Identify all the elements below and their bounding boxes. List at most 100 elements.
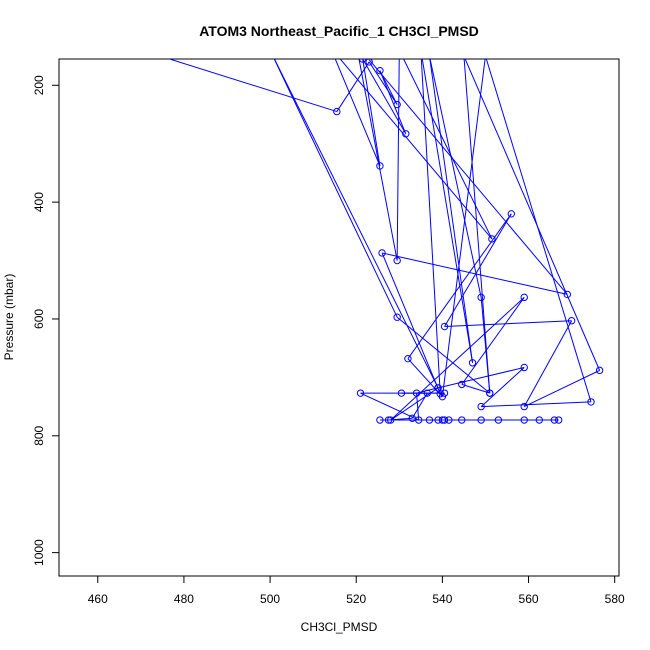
series-segment (339, 59, 493, 240)
x-tick-label: 500 (260, 592, 280, 606)
data-point (393, 100, 401, 109)
series-segment (368, 61, 398, 105)
data-point (414, 416, 423, 424)
series-segment (273, 59, 398, 318)
x-axis-label: CH3Cl_PMSD (301, 620, 378, 634)
series-segment (420, 59, 441, 394)
x-tick-label: 460 (88, 592, 108, 606)
series-segment (336, 61, 370, 112)
data-point (393, 256, 401, 265)
y-axis: 200 400 600 800 1000 (32, 75, 59, 566)
data-point (408, 414, 416, 422)
series-segment (481, 401, 592, 408)
y-tick-label: 600 (32, 309, 46, 329)
data-point (494, 416, 503, 424)
data-point (520, 293, 528, 302)
data-point (434, 384, 442, 392)
data-point (520, 363, 528, 372)
series-segment (421, 59, 474, 363)
data-point (468, 359, 477, 367)
data-point (333, 107, 341, 116)
data-point (587, 398, 595, 406)
data-point (440, 322, 449, 331)
series-segment (273, 59, 439, 389)
x-tick-label: 580 (605, 592, 625, 606)
series-segment (441, 59, 486, 397)
x-tick-label: 480 (174, 592, 194, 606)
series-segment (416, 393, 420, 421)
chart-title: ATOM3 Northeast_Pacific_1 CH3Cl_PMSD (199, 23, 479, 39)
data-point (393, 313, 401, 321)
y-tick-label: 1000 (32, 539, 46, 566)
series-segment (396, 316, 491, 394)
series-segment (358, 59, 398, 261)
data-point (550, 416, 559, 424)
data-point (376, 162, 384, 170)
y-tick-label: 800 (32, 425, 46, 445)
data-point (425, 416, 434, 424)
series-segment (523, 320, 573, 407)
data-point (402, 130, 410, 138)
data-point (595, 366, 604, 375)
data-point (397, 389, 406, 397)
series-segment (524, 369, 600, 408)
series-segment (362, 59, 381, 166)
x-tick-label: 520 (346, 592, 366, 606)
data-point (520, 416, 528, 424)
series-segment (437, 366, 525, 389)
series-layer (8, 6, 604, 424)
series-segment (403, 59, 493, 240)
data-point (356, 389, 365, 397)
data-point (353, 41, 359, 47)
data-point (438, 416, 447, 424)
series-segment (485, 59, 592, 403)
data-point (365, 59, 373, 66)
data-point (376, 416, 384, 424)
plot-frame (58, 58, 620, 577)
data-point (483, 59, 488, 60)
series-segment (480, 367, 525, 407)
data-point (458, 416, 466, 424)
data-point (535, 416, 544, 424)
data-point (386, 416, 395, 424)
data-point (520, 402, 528, 411)
series-segment (381, 252, 441, 394)
data-point (440, 389, 449, 397)
data-point (554, 416, 563, 424)
x-tick-label: 540 (432, 592, 452, 606)
data-point (486, 389, 494, 397)
data-point (563, 290, 572, 299)
data-point (418, 47, 424, 53)
series-segment (461, 383, 490, 394)
series-segment (463, 59, 491, 394)
data-point (376, 66, 384, 75)
data-point (378, 249, 386, 257)
data-point (488, 235, 496, 243)
series-segment (464, 59, 601, 371)
series-segment (429, 59, 474, 363)
data-point (477, 293, 485, 302)
series-segment (381, 252, 568, 295)
data-point (458, 380, 466, 389)
y-tick-label: 200 (32, 75, 46, 95)
data-point (8, 6, 14, 12)
data-point (477, 402, 485, 411)
data-point (434, 416, 442, 424)
data-point (507, 210, 516, 218)
data-point (327, 44, 333, 50)
series-segment (396, 59, 400, 261)
series-segment (167, 59, 337, 113)
series-segment (334, 59, 381, 167)
series-segment (429, 59, 482, 298)
series-segment (367, 59, 568, 295)
data-point (267, 47, 273, 53)
series-segment (360, 392, 419, 421)
data-point (423, 389, 432, 397)
data-point (358, 59, 367, 63)
data-point (567, 317, 576, 325)
x-tick-label: 560 (519, 592, 539, 606)
series-segment (444, 213, 512, 327)
data-point (404, 354, 412, 363)
data-point (396, 47, 402, 53)
